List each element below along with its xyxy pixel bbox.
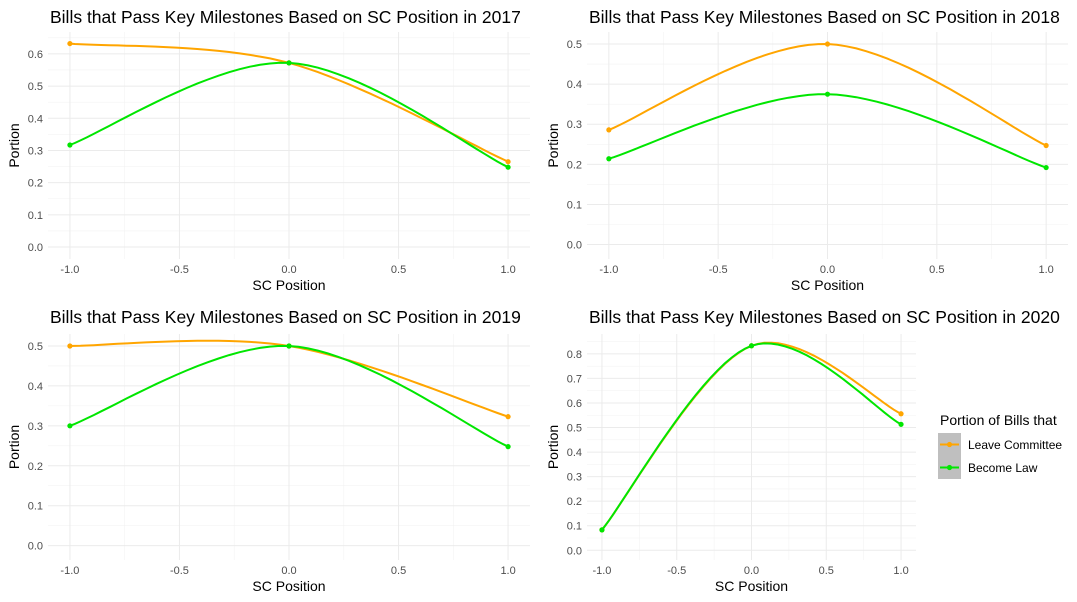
y-tick-label: 0.5 bbox=[28, 81, 43, 93]
y-tick-label: 0.1 bbox=[567, 199, 582, 211]
x-tick-label: -1.0 bbox=[592, 565, 611, 577]
y-tick-label: 0.5 bbox=[567, 423, 582, 435]
y-tick-label: 0.0 bbox=[28, 242, 43, 254]
legend-key-point bbox=[946, 441, 953, 448]
chart-title: Bills that Pass Key Milestones Based on … bbox=[50, 7, 521, 27]
x-tick-label: 0.5 bbox=[929, 264, 944, 276]
data-point-become-law bbox=[748, 343, 755, 349]
y-tick-label: 0.3 bbox=[28, 145, 43, 157]
y-tick-label: 0.4 bbox=[28, 113, 43, 125]
y-tick-label: 0.1 bbox=[28, 501, 43, 513]
y-tick-label: 0.4 bbox=[28, 381, 43, 393]
x-axis-title: SC Position bbox=[252, 277, 325, 293]
x-tick-label: 0.5 bbox=[819, 565, 834, 577]
y-tick-label: 0.3 bbox=[28, 421, 43, 433]
y-axis-title: Portion bbox=[6, 123, 22, 167]
y-axis-title: Portion bbox=[545, 123, 561, 167]
y-tick-label: 0.3 bbox=[567, 472, 582, 484]
y-tick-label: 0.0 bbox=[567, 545, 582, 557]
x-tick-label: -0.5 bbox=[170, 565, 189, 577]
x-axis-title: SC Position bbox=[252, 578, 325, 594]
data-point-become-law bbox=[898, 421, 904, 427]
x-tick-label: 0.0 bbox=[281, 264, 296, 276]
y-tick-label: 0.8 bbox=[567, 349, 582, 361]
x-tick-label: -1.0 bbox=[599, 264, 618, 276]
data-point-leave-committee bbox=[67, 343, 73, 349]
x-tick-label: -0.5 bbox=[709, 264, 728, 276]
x-tick-label: -1.0 bbox=[60, 565, 79, 577]
legend-label: Become Law bbox=[968, 461, 1038, 475]
legend-label: Leave Committee bbox=[968, 438, 1062, 452]
y-tick-label: 0.0 bbox=[567, 240, 582, 252]
data-point-become-law bbox=[505, 164, 511, 170]
data-point-become-law bbox=[606, 156, 612, 162]
y-tick-label: 0.1 bbox=[567, 521, 582, 533]
x-axis-title: SC Position bbox=[791, 277, 864, 293]
x-axis-title: SC Position bbox=[715, 578, 788, 594]
y-tick-label: 0.2 bbox=[567, 496, 582, 508]
chart-panel-2: 0.0 0.1 0.2 0.3 0.4 0.5 -1.0 -0.5 0.0 0.5 1.0 SC Po… bbox=[545, 7, 1068, 293]
data-point-leave-committee bbox=[1043, 142, 1049, 149]
data-point-become-law bbox=[599, 527, 605, 533]
x-tick-label: 1.0 bbox=[1038, 264, 1053, 276]
data-point-leave-committee bbox=[505, 414, 511, 420]
x-tick-label: -0.5 bbox=[667, 565, 686, 577]
data-point-become-law bbox=[824, 91, 831, 97]
y-axis-title: Portion bbox=[6, 425, 22, 469]
y-tick-label: 0.1 bbox=[28, 210, 43, 222]
x-tick-label: -0.5 bbox=[170, 264, 189, 276]
x-tick-label: 1.0 bbox=[500, 264, 515, 276]
y-tick-label: 0.4 bbox=[567, 447, 582, 459]
data-point-become-law bbox=[505, 444, 511, 450]
data-point-leave-committee bbox=[505, 159, 511, 165]
x-tick-label: 0.5 bbox=[391, 264, 406, 276]
x-tick-label: 0.5 bbox=[391, 565, 406, 577]
data-point-become-law bbox=[67, 142, 73, 148]
y-tick-label: 0.2 bbox=[28, 461, 43, 473]
y-tick-label: 0.5 bbox=[567, 39, 582, 51]
y-axis-title: Portion bbox=[545, 425, 561, 469]
x-tick-label: -1.0 bbox=[60, 264, 79, 276]
data-point-become-law bbox=[1043, 164, 1049, 171]
y-tick-label: 0.6 bbox=[567, 398, 582, 410]
y-tick-label: 0.5 bbox=[28, 341, 43, 353]
x-tick-label: 0.0 bbox=[820, 264, 835, 276]
data-point-leave-committee bbox=[606, 127, 612, 133]
chart-title: Bills that Pass Key Milestones Based on … bbox=[50, 307, 521, 327]
x-tick-label: 0.0 bbox=[281, 565, 296, 577]
chart-panel-3: 0.0 0.1 0.2 0.3 0.4 0.5 -1.0 -0.5 0.0 0.5 1.0 SC Po… bbox=[6, 307, 530, 594]
chart-title: Bills that Pass Key Milestones Based on … bbox=[589, 307, 1060, 327]
y-tick-label: 0.0 bbox=[28, 541, 43, 553]
legend: Portion of Bills that Leave Committee Beco… bbox=[938, 412, 1062, 479]
y-tick-label: 0.4 bbox=[567, 79, 582, 91]
data-point-leave-committee bbox=[824, 41, 831, 47]
y-tick-label: 0.3 bbox=[567, 119, 582, 131]
y-tick-label: 0.7 bbox=[567, 373, 582, 385]
y-tick-label: 0.2 bbox=[567, 159, 582, 171]
data-point-become-law bbox=[286, 343, 292, 349]
x-tick-label: 0.0 bbox=[744, 565, 759, 577]
chart-title: Bills that Pass Key Milestones Based on … bbox=[589, 7, 1060, 27]
data-point-leave-committee bbox=[67, 40, 73, 47]
x-tick-label: 1.0 bbox=[500, 565, 515, 577]
x-tick-label: 1.0 bbox=[893, 565, 908, 577]
chart-panel-1: 0.0 0.1 0.2 0.3 0.4 0.5 0.6 -1.0 -0.5 0.0 0.5 1.0 SC… bbox=[6, 7, 530, 293]
chart-panel-4: 0.0 0.1 0.2 0.3 0.4 0.5 0.6 0.7 0.8 -1.0 -0.5 0.0 0.… bbox=[545, 307, 1060, 594]
data-point-become-law bbox=[67, 423, 73, 429]
data-point-leave-committee bbox=[898, 411, 904, 417]
y-tick-label: 0.2 bbox=[28, 178, 43, 190]
data-point-become-law bbox=[286, 60, 292, 66]
y-tick-label: 0.6 bbox=[28, 49, 43, 61]
legend-key-point bbox=[946, 464, 953, 471]
legend-title: Portion of Bills that bbox=[940, 412, 1057, 428]
